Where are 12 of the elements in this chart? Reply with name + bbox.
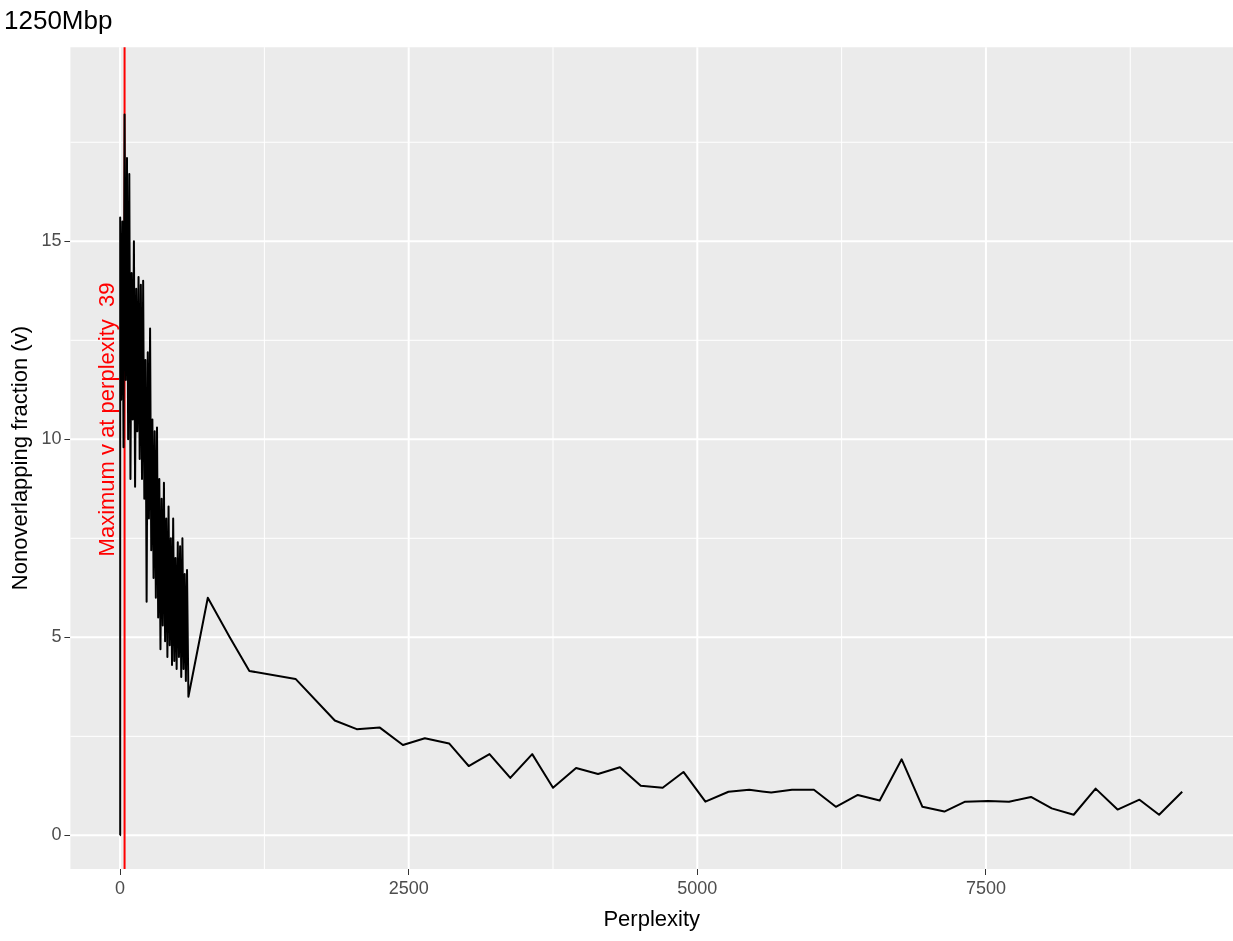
ref-line-label: Maximum v at perplexity 39: [93, 282, 119, 557]
x-tick-label: 2500: [388, 877, 429, 898]
y-tick-label: 10: [41, 428, 62, 449]
x-tick-label: 7500: [965, 877, 1006, 898]
y-tick-label: 0: [51, 824, 62, 845]
x-axis-title: Perplexity: [603, 905, 701, 931]
y-tick-label: 5: [51, 626, 62, 647]
chart-title: 1250Mbp: [4, 4, 113, 35]
y-axis-title: Nonoverlapping fraction (v): [7, 326, 33, 591]
x-tick-label: 0: [115, 877, 126, 898]
x-tick-label: 5000: [677, 877, 718, 898]
y-tick-label: 15: [41, 230, 62, 251]
